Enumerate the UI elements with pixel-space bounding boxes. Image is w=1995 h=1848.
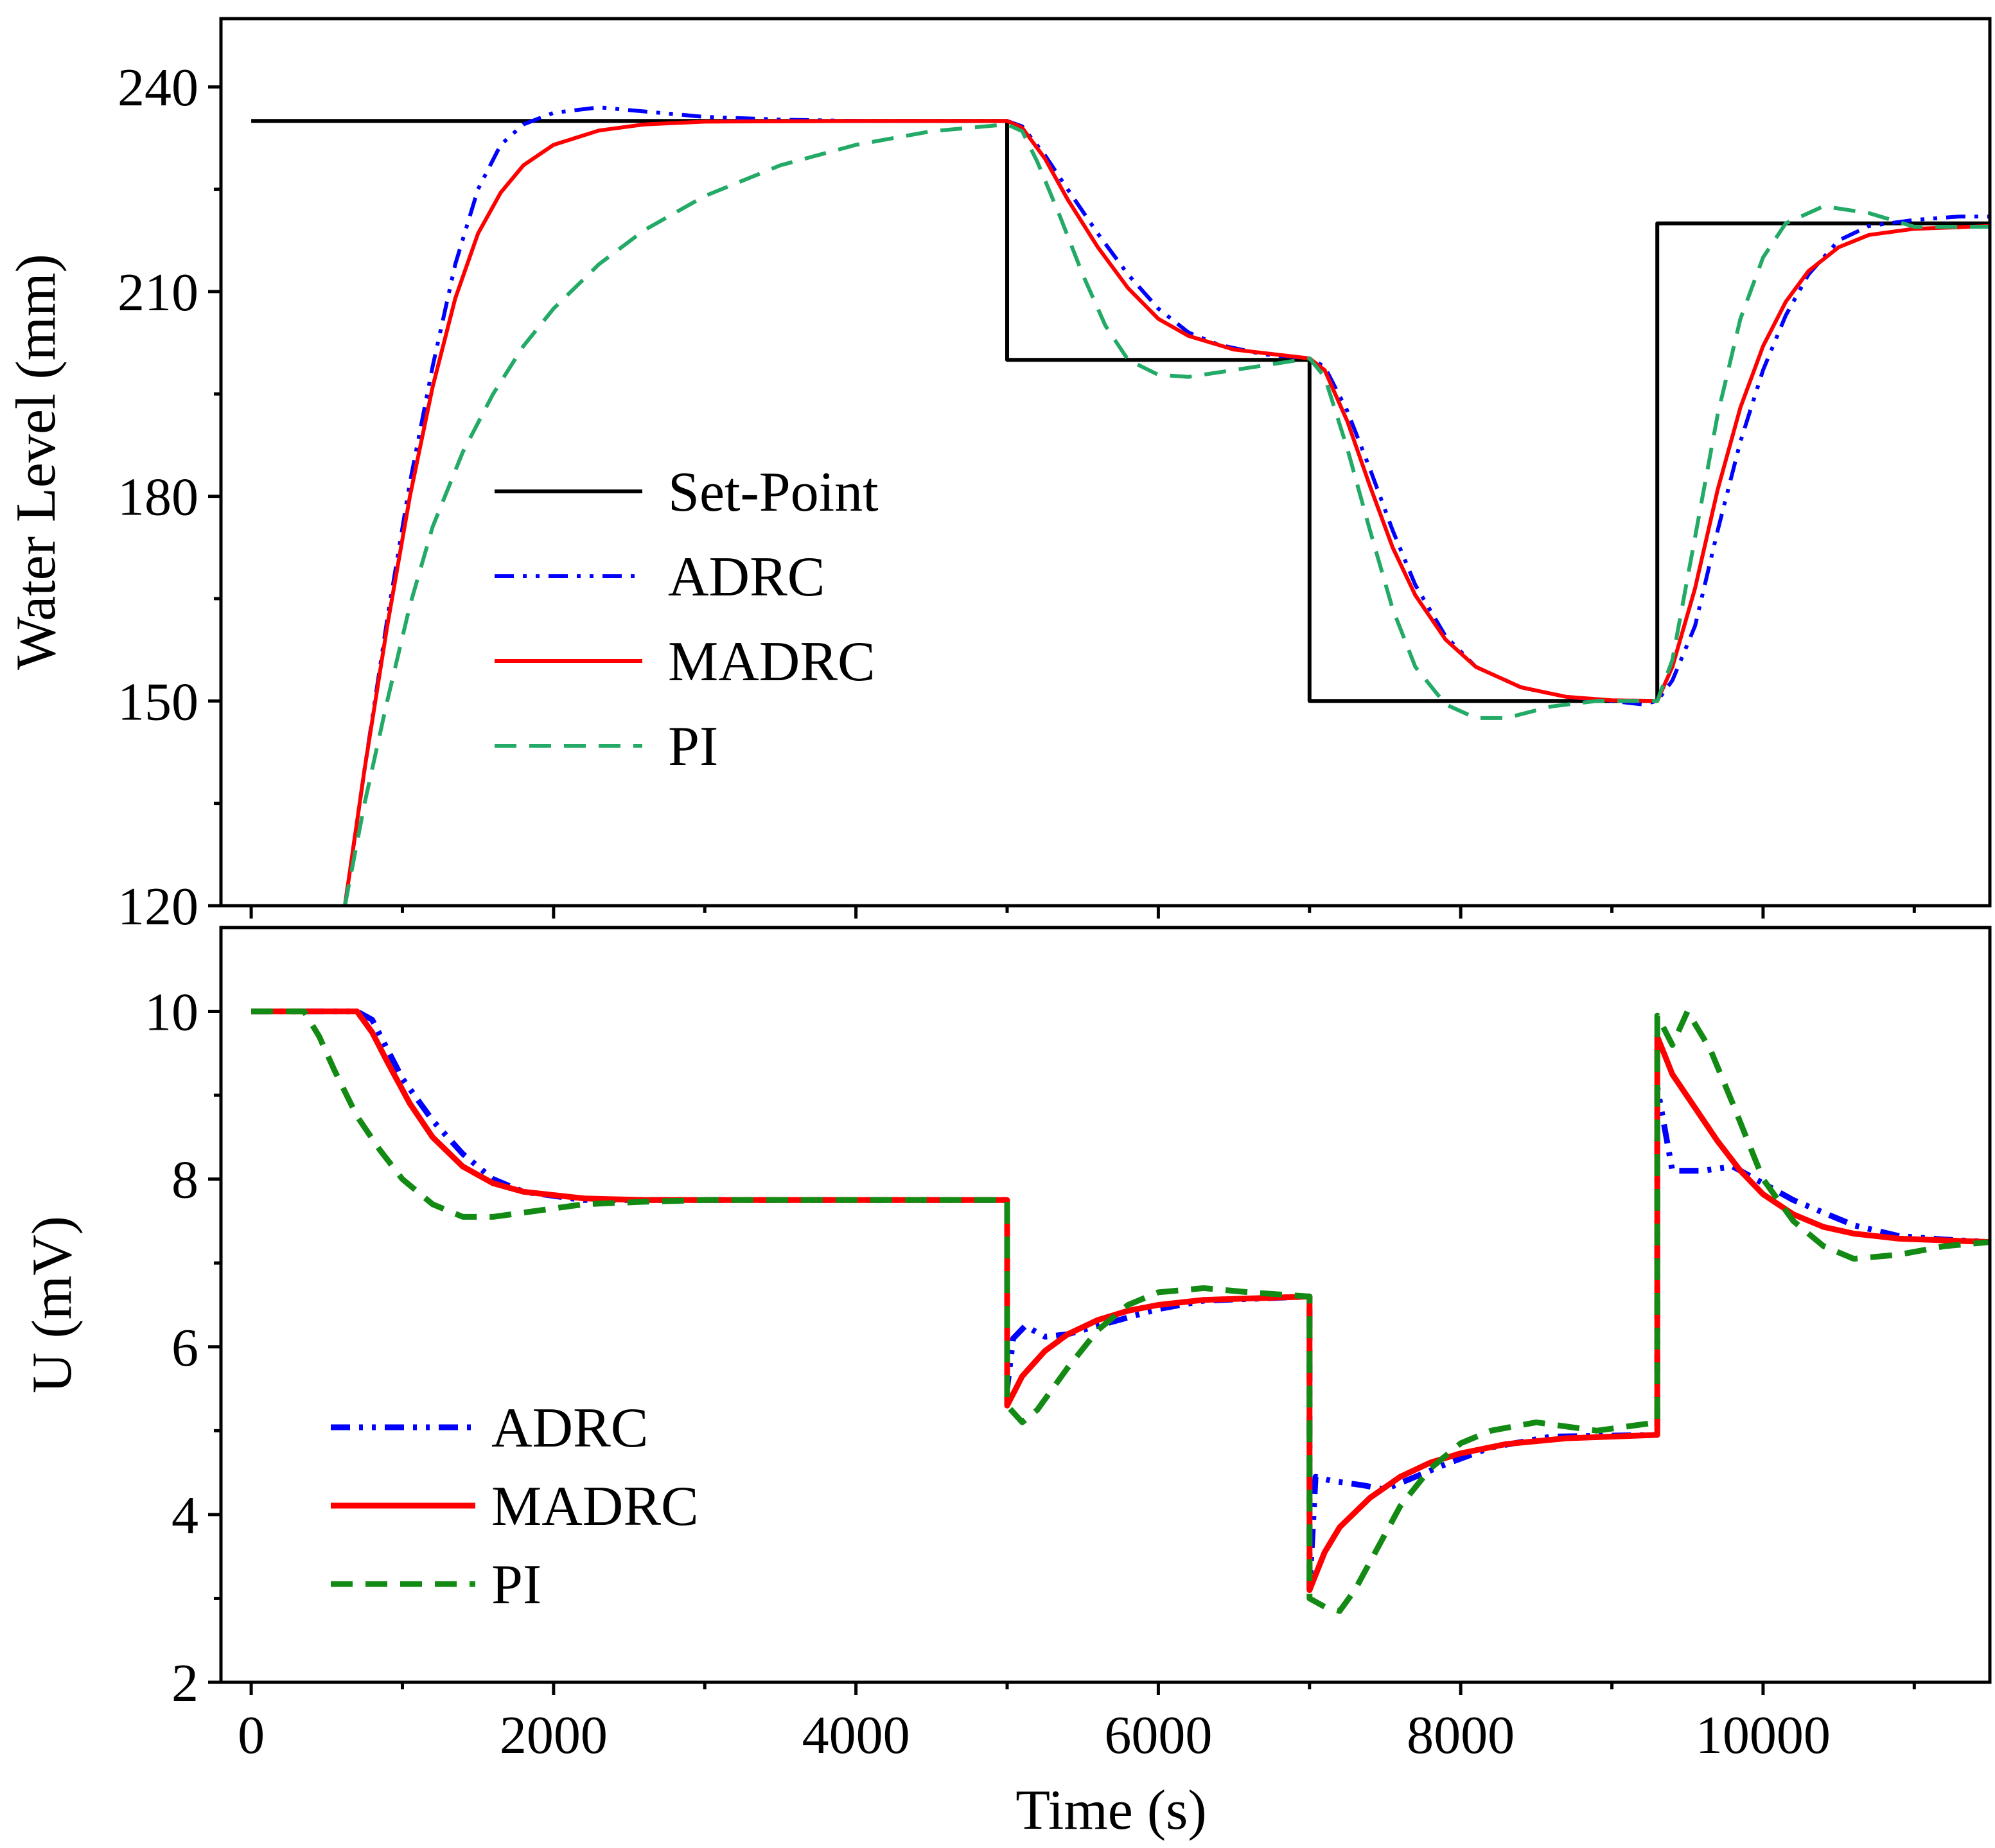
series-line-madrc [251,1008,1991,1593]
x-tick-label: 2000 [500,1705,608,1765]
y-tick-label: 150 [118,672,198,732]
x-tick-label: 8000 [1407,1705,1515,1765]
legend-label-madrc: MADRC [668,631,875,693]
x-tick-label: 4000 [802,1705,910,1765]
y-tick-label: 6 [171,1318,198,1378]
bottom-panel: 2 4 6 8 10 0 2000 4000 6000 8000 10000 U (mV) Time… [21,926,1992,1842]
y-tick-label: 10 [145,983,198,1043]
top-series-layer [251,105,1991,906]
series-line-set-point [251,119,1990,703]
top-legend: Set-Point ADRC MADRC PI [495,461,879,778]
bottom-axis-ticks: 2 4 6 8 10 0 2000 4000 6000 8000 10000 [145,983,1916,1765]
series-line-madrc [343,119,1991,906]
y-tick-label: 4 [171,1486,198,1545]
bottom-series-layer [251,1008,1991,1614]
y-tick-label: 240 [118,58,198,118]
bottom-y-axis-title: U (mV) [21,1216,83,1393]
x-tick-label: 6000 [1104,1705,1212,1765]
legend-label-adrc: ADRC [491,1397,649,1459]
legend-label-madrc: MADRC [491,1475,699,1538]
legend-label-pi: PI [668,716,718,778]
legend-label-pi: PI [491,1554,541,1616]
top-panel: 120 150 180 210 240 Water Level (mm) Set-Poi… [5,17,1992,937]
y-tick-label: 180 [118,468,198,527]
x-axis-title: Time (s) [1015,1779,1206,1842]
legend-label-adrc: ADRC [668,546,825,608]
top-y-axis-title: Water Level (mm) [5,254,67,670]
bottom-plot-frame [219,926,1992,1684]
x-tick-label: 0 [238,1705,265,1765]
top-plot-frame [219,17,1992,908]
series-line-pi [251,1008,1991,1614]
series-line-pi [343,122,1990,906]
x-tick-label: 10000 [1696,1705,1831,1765]
y-tick-label: 8 [171,1150,198,1210]
top-axis-ticks: 120 150 180 210 240 [118,58,1916,937]
y-tick-label: 2 [171,1653,198,1713]
legend-label-set-point: Set-Point [668,461,879,524]
series-line-adrc [343,105,1990,906]
y-tick-label: 120 [118,877,198,937]
bottom-legend: ADRC MADRC PI [331,1397,699,1616]
y-tick-label: 210 [118,263,198,322]
